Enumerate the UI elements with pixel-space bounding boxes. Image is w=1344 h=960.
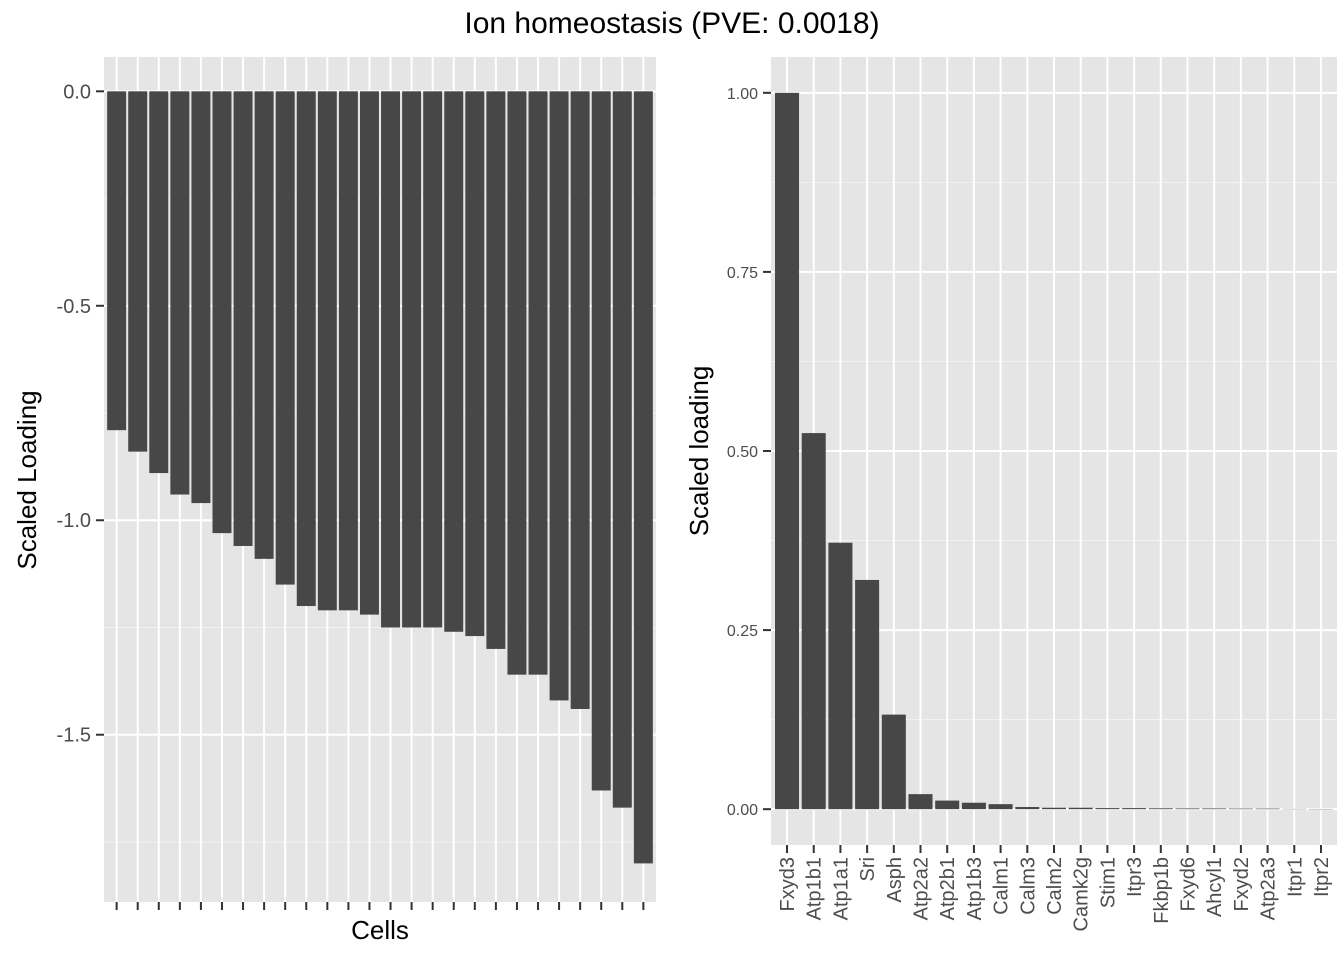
gene-bar (1122, 808, 1147, 810)
figure-title: Ion homeostasis (PVE: 0.0018) (464, 7, 879, 40)
gene-x-tick-label: Sri (857, 857, 879, 881)
gene-x-tick-label: Calm3 (1017, 857, 1039, 915)
cells-bars (107, 91, 653, 864)
gene-bar (961, 802, 986, 810)
gene-bar (1095, 808, 1120, 810)
cells-bar (465, 91, 485, 637)
gene-x-tick-label: Camk2g (1071, 857, 1093, 931)
cells-y-tick-label: -1.0 (57, 510, 91, 532)
cells-x-axis-label: Cells (351, 915, 409, 945)
cells-x-ticks (115, 902, 645, 910)
genes-y-tick-label: 0.75 (727, 265, 758, 282)
gene-x-tick-label: Atp1b1 (804, 857, 826, 920)
cells-bar (570, 91, 590, 709)
cells-bar (633, 91, 653, 864)
genes-y-axis: 0.00 0.25 0.50 0.75 1.00 (727, 86, 771, 819)
gene-bar (1255, 808, 1280, 810)
gene-x-tick-label: Atp2a3 (1258, 857, 1280, 920)
cells-bar (423, 91, 443, 628)
gene-bar (828, 542, 853, 810)
cells-bar (612, 91, 632, 808)
gene-x-tick-label: Atp2b1 (937, 857, 959, 920)
cells-bar (191, 91, 211, 504)
cells-bar (128, 91, 148, 452)
gene-x-tick-label: Itpr3 (1124, 857, 1146, 897)
genes-x-axis: Fxyd3 Atp1b1 Atp1a1 Sri Asph Atp2a2 Atp2b1 Atp1… (777, 845, 1333, 931)
gene-x-tick-label: Atp1a1 (830, 857, 852, 920)
genes-y-tick-label: 1.00 (727, 86, 758, 103)
gene-bar (775, 92, 800, 810)
cells-bar (444, 91, 464, 632)
cells-bar (381, 91, 401, 628)
genes-y-tick-label: 0.25 (727, 623, 758, 640)
cells-bar (338, 91, 358, 611)
gene-x-tick-label: Fxyd6 (1177, 857, 1199, 911)
cells-bar (507, 91, 527, 675)
gene-x-tick-label: Calm2 (1044, 857, 1066, 915)
cells-y-tick-label: -1.5 (57, 725, 91, 747)
gene-x-tick-label: Fkbp1b (1151, 857, 1173, 924)
gene-x-tick-label: Atp2a2 (911, 857, 933, 920)
cells-bar (549, 91, 569, 701)
cells-y-tick-label: -0.5 (57, 296, 91, 318)
genes-y-axis-label: Scaled loading (684, 366, 714, 537)
gene-bar (1148, 808, 1173, 810)
gene-bar (1175, 808, 1200, 810)
gene-bar (1015, 807, 1040, 810)
cells-bar (359, 91, 379, 615)
cells-bar (233, 91, 253, 546)
gene-bar (1228, 808, 1253, 810)
genes-y-tick-label: 0.00 (727, 802, 758, 819)
gene-x-tick-label: Stim1 (1097, 857, 1119, 908)
cells-bar (528, 91, 548, 675)
gene-x-tick-label: Calm1 (991, 857, 1013, 915)
gene-bar (935, 800, 960, 810)
gene-x-tick-label: Atp1b3 (964, 857, 986, 920)
gene-bar (1041, 807, 1067, 810)
gene-bar (1068, 807, 1093, 810)
gene-x-tick-label: Itpr1 (1284, 857, 1306, 897)
gene-bar (855, 579, 880, 810)
gene-x-tick-label: Fxyd2 (1231, 857, 1253, 911)
genes-bars (775, 92, 1333, 810)
gene-bar (881, 714, 906, 810)
cells-bar (317, 91, 337, 611)
cells-bar (170, 91, 190, 495)
cells-y-axis: 0.0 -0.5 -1.0 -1.5 (57, 81, 104, 747)
gene-bar (801, 433, 826, 810)
gene-x-tick-label: Fxyd3 (777, 857, 799, 911)
cells-bar (107, 91, 127, 431)
gene-x-tick-label: Ahcyl1 (1204, 857, 1226, 917)
gene-x-tick-label: Itpr2 (1311, 857, 1333, 897)
cells-bar (486, 91, 506, 649)
cells-bar (591, 91, 611, 791)
gene-bar (1202, 808, 1227, 810)
cells-bar (149, 91, 169, 474)
gene-x-tick-label: Asph (884, 857, 906, 903)
cells-bar (402, 91, 422, 628)
genes-loading-chart: 0.00 0.25 0.50 0.75 1.00 Fxyd3 Atp1b1 Atp1a1 Sr… (684, 57, 1337, 931)
cells-bar (296, 91, 316, 607)
cells-y-tick-label: 0.0 (63, 81, 91, 103)
gene-bar (908, 794, 933, 810)
cells-bar (275, 91, 295, 585)
cells-bar (212, 91, 232, 534)
genes-y-tick-label: 0.50 (727, 444, 758, 461)
gene-bar (988, 804, 1013, 810)
cells-bar (254, 91, 274, 559)
cells-y-axis-label: Scaled Loading (12, 390, 42, 569)
cells-loading-chart: 0.0 -0.5 -1.0 -1.5 Cells Scaled Loading (12, 57, 656, 945)
